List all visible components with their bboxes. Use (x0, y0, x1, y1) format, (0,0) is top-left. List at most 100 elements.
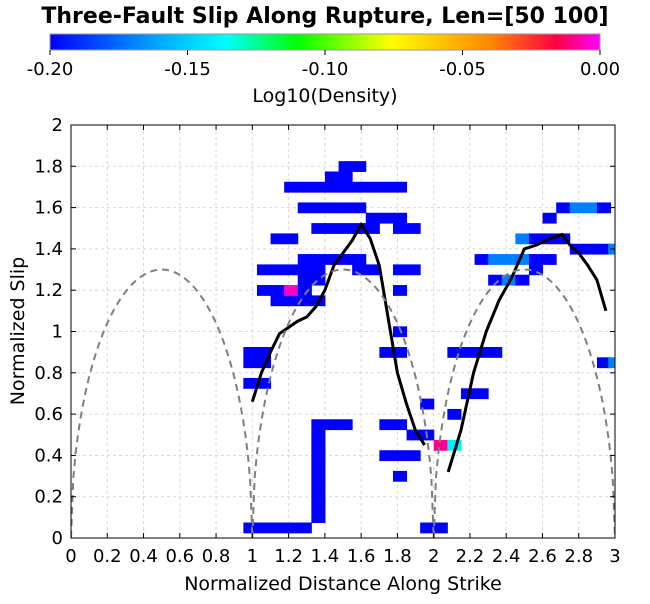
heatmap-cell (596, 202, 612, 214)
heatmap-cell (528, 254, 544, 265)
heatmap-cell (243, 357, 258, 369)
heatmap-cell (433, 522, 448, 534)
heatmap-cell (284, 233, 299, 245)
heatmap-cell (284, 295, 299, 307)
y-tick-label: 1.4 (34, 239, 63, 260)
heatmap-cell (488, 274, 503, 286)
heatmap-cell (311, 460, 326, 472)
y-tick-label: 0.4 (34, 445, 63, 466)
heatmap-cell (569, 243, 584, 255)
heatmap-cell (542, 212, 557, 224)
x-tick-label: 0.2 (93, 546, 122, 567)
heatmap-cell (270, 295, 285, 307)
heatmap-cell (297, 274, 312, 286)
heatmap-cell (338, 254, 353, 265)
heatmap-cell (352, 181, 367, 193)
y-axis-label: Normalized Slip (7, 257, 29, 405)
heatmap-cell (569, 202, 584, 214)
colorbar-tick-label: 0.00 (580, 59, 620, 80)
heatmap-cell (284, 264, 299, 276)
y-tick-label: 1.6 (34, 198, 63, 219)
heatmap-cell (365, 264, 380, 276)
colorbar-tick-label: -0.20 (27, 59, 74, 80)
heatmap-cell (284, 522, 299, 534)
heatmap-cell (392, 223, 408, 234)
heatmap-cell (392, 470, 408, 482)
heatmap-cell (556, 233, 571, 245)
heatmap-cell (528, 264, 544, 276)
heatmap-cell (365, 212, 380, 224)
heatmap-cell (447, 346, 462, 358)
heatmap-cell (324, 202, 340, 214)
heatmap-cell (311, 429, 326, 441)
x-tick-label: 1.8 (383, 546, 412, 567)
heatmap-cell (311, 254, 326, 265)
heatmap-cell (608, 357, 615, 369)
heatmap-cell (515, 274, 530, 286)
heatmap-cell (243, 377, 258, 389)
heatmap-cell (243, 346, 258, 358)
y-tick-label: 1.2 (34, 280, 63, 301)
y-axis-ticks: 0 0.2 0.4 0.6 0.8 1 1.2 1.4 1.6 1.8 2 (34, 115, 615, 549)
y-tick-label: 0.2 (34, 487, 63, 508)
heatmap-cell (406, 450, 421, 462)
heatmap-cell (311, 450, 326, 462)
heatmap-cell (311, 501, 326, 513)
heatmap-cell (297, 285, 312, 296)
colorbar-ticks: -0.20 -0.15 -0.10 -0.05 0.00 (27, 50, 620, 80)
heatmap-cell (392, 419, 408, 431)
colorbar-tick-label: -0.10 (302, 59, 349, 80)
heatmap-cell (433, 439, 448, 451)
heatmap-cell (515, 233, 530, 245)
heatmap-cell (243, 522, 258, 534)
heatmap-cell (488, 346, 503, 358)
x-tick-label: 0 (65, 546, 76, 567)
heatmap-cell (270, 522, 285, 534)
heatmap-cell (583, 243, 598, 255)
heatmap-cell (311, 264, 326, 276)
slip-series-line (250, 222, 426, 446)
heatmap-cell (379, 346, 394, 358)
heatmap-cell (392, 212, 408, 224)
heatmap-cell (365, 181, 380, 193)
x-tick-label: 3 (609, 546, 620, 567)
heatmap-cell (324, 171, 340, 183)
heatmap-cell (284, 181, 299, 193)
heatmap-cell (556, 202, 571, 214)
heatmap-cell (420, 398, 435, 410)
heatmap-cell (297, 202, 312, 214)
heatmap-cell (379, 419, 394, 431)
heatmap-cell (297, 181, 312, 193)
x-tick-label: 1 (247, 546, 258, 567)
y-tick-label: 0.6 (34, 404, 63, 425)
heatmap-cell (528, 233, 544, 245)
heatmap-cell (311, 223, 326, 234)
heatmap-cell (311, 202, 326, 214)
heatmap-cell (447, 408, 462, 420)
heatmap-cell (270, 285, 285, 296)
heatmap-cell (352, 254, 367, 265)
x-tick-label: 0.6 (165, 546, 194, 567)
heatmap-cell (474, 254, 489, 265)
heatmap-cell (420, 522, 435, 534)
mean-slip-dashed-curve (71, 268, 254, 538)
series-lines (71, 222, 615, 538)
heatmap-cell (256, 377, 272, 389)
heatmap-cell (256, 285, 272, 296)
heatmap-cell (542, 254, 557, 265)
heatmap-cell (297, 264, 312, 276)
heatmap-cell (379, 181, 394, 193)
x-tick-label: 2.6 (528, 546, 557, 567)
x-tick-label: 1.4 (311, 546, 340, 567)
heatmap-cell (297, 295, 312, 307)
heatmap-cell (474, 346, 489, 358)
x-tick-label: 0.4 (129, 546, 158, 567)
heatmap-cell (501, 254, 516, 265)
y-tick-label: 0.8 (34, 363, 63, 384)
colorbar (49, 33, 601, 51)
heatmap-cell (311, 274, 326, 286)
heatmap-cell (352, 161, 367, 172)
heatmap-cell (256, 522, 272, 534)
heatmap-cell (311, 419, 326, 431)
